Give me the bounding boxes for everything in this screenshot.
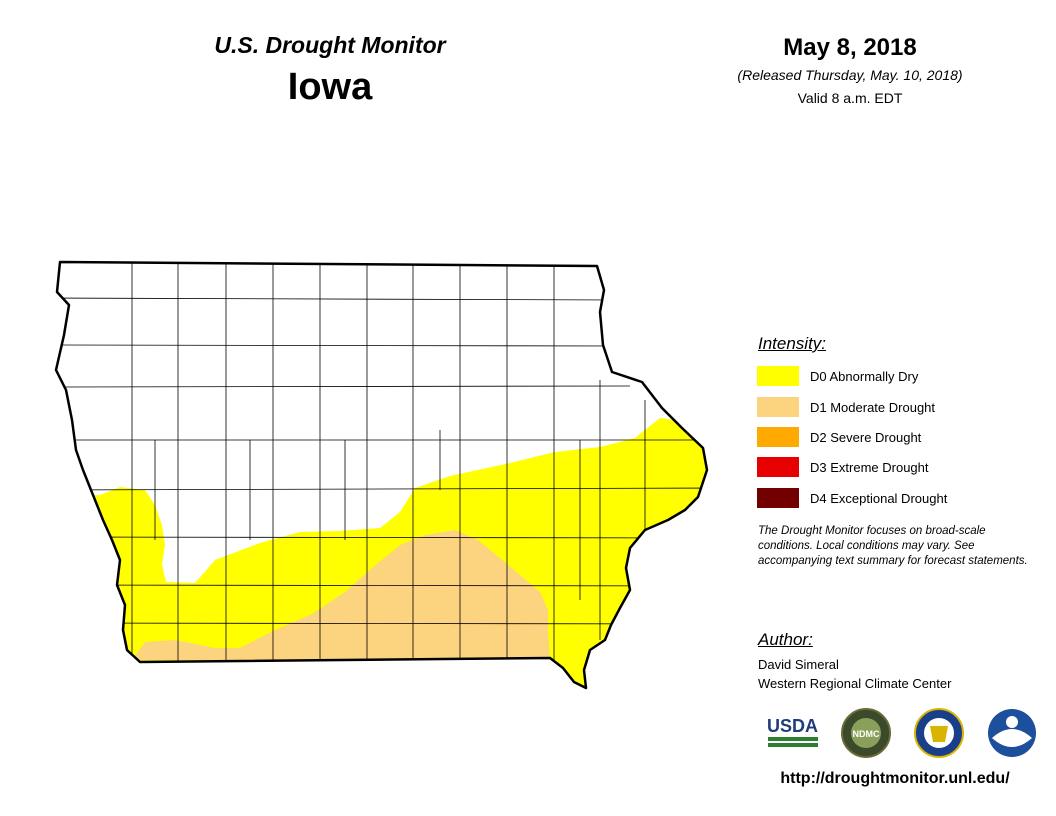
release-date: (Released Thursday, May. 10, 2018) (737, 67, 963, 83)
ndmc-logo: NDMC (841, 708, 891, 758)
usda-logo: USDA (767, 716, 818, 747)
legend-heading: Intensity: (758, 334, 827, 353)
website-link[interactable]: http://droughtmonitor.unl.edu/ (780, 770, 1010, 787)
legend-label-d3: D3 Extreme Drought (810, 460, 929, 475)
legend-label-d0: D0 Abnormally Dry (810, 369, 919, 384)
author-heading: Author: (758, 630, 813, 649)
noaa-logo (988, 709, 1036, 757)
state-name: Iowa (287, 66, 373, 108)
legend-swatch-d1 (757, 397, 799, 417)
legend-swatch-d4 (757, 488, 799, 508)
county-boundaries (56, 262, 707, 662)
legend-swatch-d3 (757, 457, 799, 477)
legend-label-d2: D2 Severe Drought (810, 430, 922, 445)
author-name: David Simeral (758, 657, 839, 672)
valid-time: Valid 8 a.m. EDT (797, 90, 903, 106)
legend-label-d4: D4 Exceptional Drought (810, 491, 948, 506)
map-date: May 8, 2018 (783, 34, 917, 61)
legend-swatch-d2 (757, 427, 799, 447)
disclaimer-note: The Drought Monitor focuses on broad-sca… (758, 525, 1028, 567)
legend-swatch-d0 (757, 366, 799, 386)
monitor-title: U.S. Drought Monitor (214, 32, 446, 58)
legend-label-d1: D1 Moderate Drought (810, 400, 936, 415)
iowa-state-outline (54, 260, 709, 690)
commerce-seal-logo (914, 708, 964, 758)
author-organization: Western Regional Climate Center (758, 676, 952, 691)
d1-moderate-drought-area (132, 530, 550, 660)
svg-text:NDMC: NDMC (853, 729, 880, 739)
svg-text:USDA: USDA (767, 716, 818, 736)
